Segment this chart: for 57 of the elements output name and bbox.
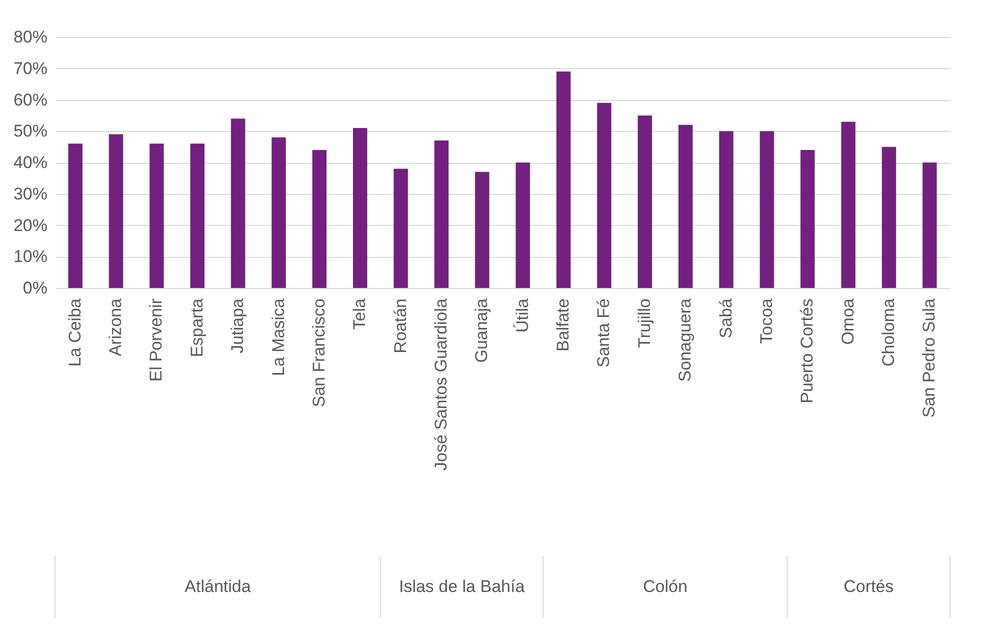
- bar: [230, 118, 246, 288]
- text: Atlántida: [184, 577, 252, 596]
- y-tick-label: 50%: [13, 122, 48, 141]
- bar: [841, 122, 856, 288]
- bar: [434, 140, 449, 288]
- x-tick-label: San Pedro Sula: [920, 298, 939, 418]
- text: Islas de la Bahía: [398, 577, 526, 596]
- x-tick-label: Sabá: [716, 298, 736, 338]
- x-tick-label: Jutiapa: [228, 298, 248, 354]
- y-tick-label: 30%: [13, 184, 48, 204]
- x-tick-label: Omoa: [838, 298, 858, 345]
- y-tick-label: 80%: [13, 28, 48, 46]
- x-tick-label: Arizona: [106, 298, 126, 356]
- x-tick-label: La Ceiba: [65, 298, 84, 367]
- x-tick-label: Tela: [350, 298, 370, 330]
- x-tick-label: Útila: [512, 298, 532, 333]
- y-tick-label: 40%: [13, 153, 48, 172]
- bar: [678, 124, 693, 288]
- y-tick-label: 0%: [22, 278, 48, 298]
- x-tick-label: Sonaguera: [676, 298, 695, 382]
- x-tick-label: Balfate: [554, 298, 573, 352]
- text: Colón: [643, 577, 688, 596]
- x-tick-label: Esparta: [187, 298, 206, 358]
- bar: [516, 162, 530, 288]
- x-tick-label: José Santos Guardiola: [431, 298, 450, 470]
- x-tick-label: Tocoa: [756, 298, 776, 344]
- bar: [108, 134, 124, 288]
- y-tick-label: 70%: [13, 58, 48, 78]
- bar: [272, 137, 286, 288]
- x-tick-label: San Francisco: [309, 298, 328, 408]
- bar: [719, 131, 734, 288]
- bar: [922, 162, 937, 288]
- x-tick-label: Guanaja: [472, 298, 492, 363]
- y-tick-label: 60%: [13, 90, 48, 110]
- bar: [556, 72, 571, 288]
- y-tick-label: 10%: [13, 247, 48, 266]
- x-tick-label: Trujillo: [634, 298, 654, 348]
- bar: [760, 131, 774, 288]
- text: Cortés: [844, 577, 894, 596]
- bar: [352, 128, 368, 288]
- x-tick-label: El Porvenir: [146, 298, 166, 382]
- bar: [190, 144, 205, 288]
- y-tick-label: 20%: [13, 216, 48, 235]
- bar: [150, 144, 164, 288]
- x-tick-label: La Masica: [268, 298, 288, 376]
- bar: [312, 150, 327, 288]
- bar: [597, 102, 612, 288]
- bar: [638, 115, 652, 288]
- x-tick-label: Choloma: [878, 298, 898, 367]
- x-tick-label: Roatán: [390, 298, 410, 354]
- x-tick-label: Santa Fé: [594, 298, 614, 368]
- bar: [394, 168, 408, 288]
- bar: [68, 144, 82, 288]
- bar: [882, 146, 896, 288]
- bar: [475, 172, 490, 288]
- x-tick-label: Puerto Cortés: [798, 298, 817, 404]
- bar: [800, 150, 815, 288]
